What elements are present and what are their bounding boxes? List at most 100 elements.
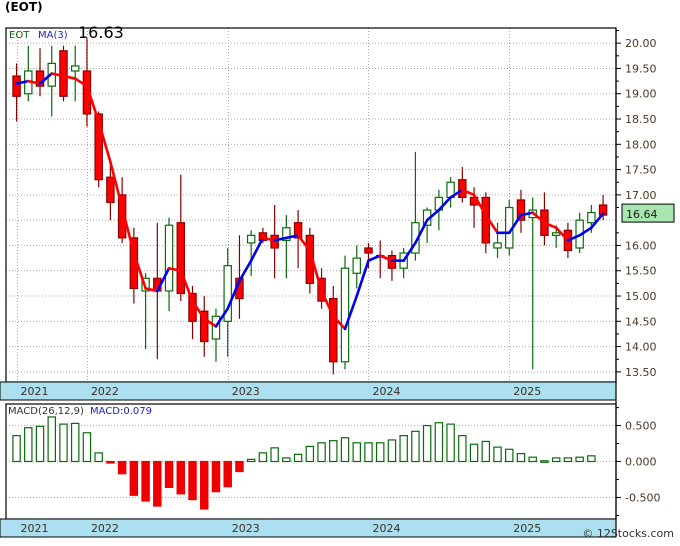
macd-histogram-bar[interactable] bbox=[188, 460, 197, 501]
macd-histogram-bar[interactable] bbox=[458, 435, 467, 463]
ma-line-segment bbox=[343, 294, 359, 331]
price-axis-label: 14.00 bbox=[625, 341, 657, 354]
macd-histogram-bar[interactable] bbox=[211, 460, 221, 493]
macd-histogram-bar[interactable] bbox=[434, 422, 444, 463]
candle-body[interactable] bbox=[551, 232, 561, 236]
macd-histogram-bar[interactable] bbox=[176, 460, 186, 495]
macd-histogram-bar[interactable] bbox=[235, 460, 244, 473]
candle-body[interactable] bbox=[176, 222, 186, 295]
macd-axis-label: -0.500 bbox=[625, 491, 660, 504]
ma-line-segment bbox=[109, 160, 124, 209]
price-plot-background bbox=[6, 28, 616, 382]
macd-histogram-bar[interactable] bbox=[258, 452, 268, 463]
macd-histogram-bar[interactable] bbox=[282, 457, 291, 463]
candle-body[interactable] bbox=[59, 50, 68, 97]
macd-histogram-bar[interactable] bbox=[387, 439, 397, 463]
macd-histogram-bar[interactable] bbox=[317, 442, 326, 463]
title-bar: (EOT) bbox=[0, 0, 680, 14]
stock-chart-canvas[interactable]: 20.00 19.50 19.00 18.50 18.00 17.50 17.00 16.00… bbox=[0, 14, 680, 541]
candle-body[interactable] bbox=[94, 113, 103, 181]
ma-line-segment bbox=[437, 196, 452, 212]
macd-histogram-bar[interactable] bbox=[469, 443, 479, 463]
candle-body[interactable] bbox=[117, 194, 127, 239]
macd-histogram-bar[interactable] bbox=[129, 460, 139, 496]
candle-body[interactable] bbox=[164, 224, 174, 292]
price-axis-label: 20.00 bbox=[625, 37, 657, 50]
candle-body[interactable] bbox=[70, 65, 80, 72]
macd-histogram-bar[interactable] bbox=[587, 455, 596, 463]
macd-histogram-bar[interactable] bbox=[12, 435, 21, 463]
macd-histogram-bar[interactable] bbox=[540, 460, 549, 463]
macd-histogram-bar[interactable] bbox=[364, 442, 373, 463]
macd-histogram-bar[interactable] bbox=[246, 458, 256, 463]
candle-body[interactable] bbox=[352, 257, 361, 274]
macd-histogram-bar[interactable] bbox=[82, 432, 92, 463]
macd-histogram-bar[interactable] bbox=[141, 460, 150, 502]
macd-histogram-bar[interactable] bbox=[352, 442, 361, 463]
candle-body[interactable] bbox=[293, 222, 303, 239]
ma-line-segment bbox=[238, 259, 253, 283]
candle-body[interactable] bbox=[223, 265, 232, 322]
macd-histogram-bar[interactable] bbox=[446, 423, 455, 463]
macd-histogram-bar[interactable] bbox=[35, 425, 45, 463]
ma-line-segment bbox=[249, 236, 265, 262]
macd-histogram-bar[interactable] bbox=[24, 427, 33, 463]
macd-histogram-bar[interactable] bbox=[305, 445, 315, 463]
macd-histogram-bar[interactable] bbox=[200, 460, 209, 510]
macd-histogram-bar[interactable] bbox=[94, 452, 103, 463]
macd-histogram-bar[interactable] bbox=[106, 460, 115, 464]
candle-body[interactable] bbox=[246, 234, 256, 244]
candle-body[interactable] bbox=[12, 75, 21, 97]
candle-body[interactable] bbox=[282, 227, 291, 241]
macd-histogram-bar[interactable] bbox=[293, 453, 303, 463]
macd-legend-label: MACD(26,12,9) bbox=[8, 406, 84, 417]
candle-body[interactable] bbox=[329, 297, 338, 363]
ma-line-segment bbox=[554, 226, 570, 242]
candle-body[interactable] bbox=[200, 310, 209, 343]
price-axis-label: 17.00 bbox=[625, 189, 657, 202]
candle-body[interactable] bbox=[587, 211, 596, 224]
ma-line-segment bbox=[261, 236, 276, 242]
candle-body[interactable] bbox=[516, 199, 526, 221]
macd-histogram-bar[interactable] bbox=[70, 422, 80, 463]
ma-line-segment bbox=[543, 221, 558, 230]
price-axis-label: 17.50 bbox=[625, 164, 657, 177]
macd-histogram-bar[interactable] bbox=[411, 430, 420, 463]
ma-line-segment bbox=[566, 234, 581, 242]
legend-value: 16.63 bbox=[78, 23, 124, 42]
candle-body[interactable] bbox=[35, 70, 45, 87]
macd-histogram-bar[interactable] bbox=[563, 457, 573, 463]
macd-histogram-bar[interactable] bbox=[270, 447, 279, 463]
candle-body[interactable] bbox=[340, 267, 350, 363]
macd-histogram-bar[interactable] bbox=[153, 460, 162, 507]
macd-histogram-bar[interactable] bbox=[329, 440, 338, 463]
macd-histogram-bar[interactable] bbox=[399, 435, 408, 463]
candle-body[interactable] bbox=[106, 176, 115, 204]
year-label-bottom: 2025 bbox=[513, 522, 541, 535]
macd-histogram-bar[interactable] bbox=[516, 452, 526, 463]
macd-histogram-bar[interactable] bbox=[575, 456, 584, 463]
macd-histogram-bar[interactable] bbox=[505, 448, 514, 463]
macd-histogram-bar[interactable] bbox=[481, 440, 491, 463]
macd-histogram-bar[interactable] bbox=[528, 456, 537, 463]
macd-histogram-bar[interactable] bbox=[59, 423, 68, 463]
ma-line-segment bbox=[120, 206, 136, 255]
candle-body[interactable] bbox=[493, 242, 502, 249]
macd-histogram-bar[interactable] bbox=[223, 460, 232, 488]
ma-line-segment bbox=[167, 266, 183, 273]
macd-histogram-bar[interactable] bbox=[551, 457, 561, 463]
macd-histogram-bar[interactable] bbox=[493, 446, 502, 463]
ma-line-segment bbox=[226, 279, 241, 310]
macd-histogram-bar[interactable] bbox=[117, 460, 127, 475]
legend-symbol: EOT bbox=[9, 30, 30, 41]
candle-body[interactable] bbox=[364, 247, 373, 254]
candle-body[interactable] bbox=[82, 70, 92, 115]
ma-line-segment bbox=[590, 212, 605, 230]
macd-histogram-bar[interactable] bbox=[164, 460, 174, 488]
macd-histogram-bar[interactable] bbox=[340, 437, 350, 463]
macd-histogram-bar[interactable] bbox=[375, 442, 385, 463]
macd-histogram-bar[interactable] bbox=[47, 416, 56, 463]
current-price-tag bbox=[621, 203, 675, 223]
macd-histogram-bar[interactable] bbox=[422, 424, 432, 463]
year-label: 2021 bbox=[21, 385, 49, 398]
